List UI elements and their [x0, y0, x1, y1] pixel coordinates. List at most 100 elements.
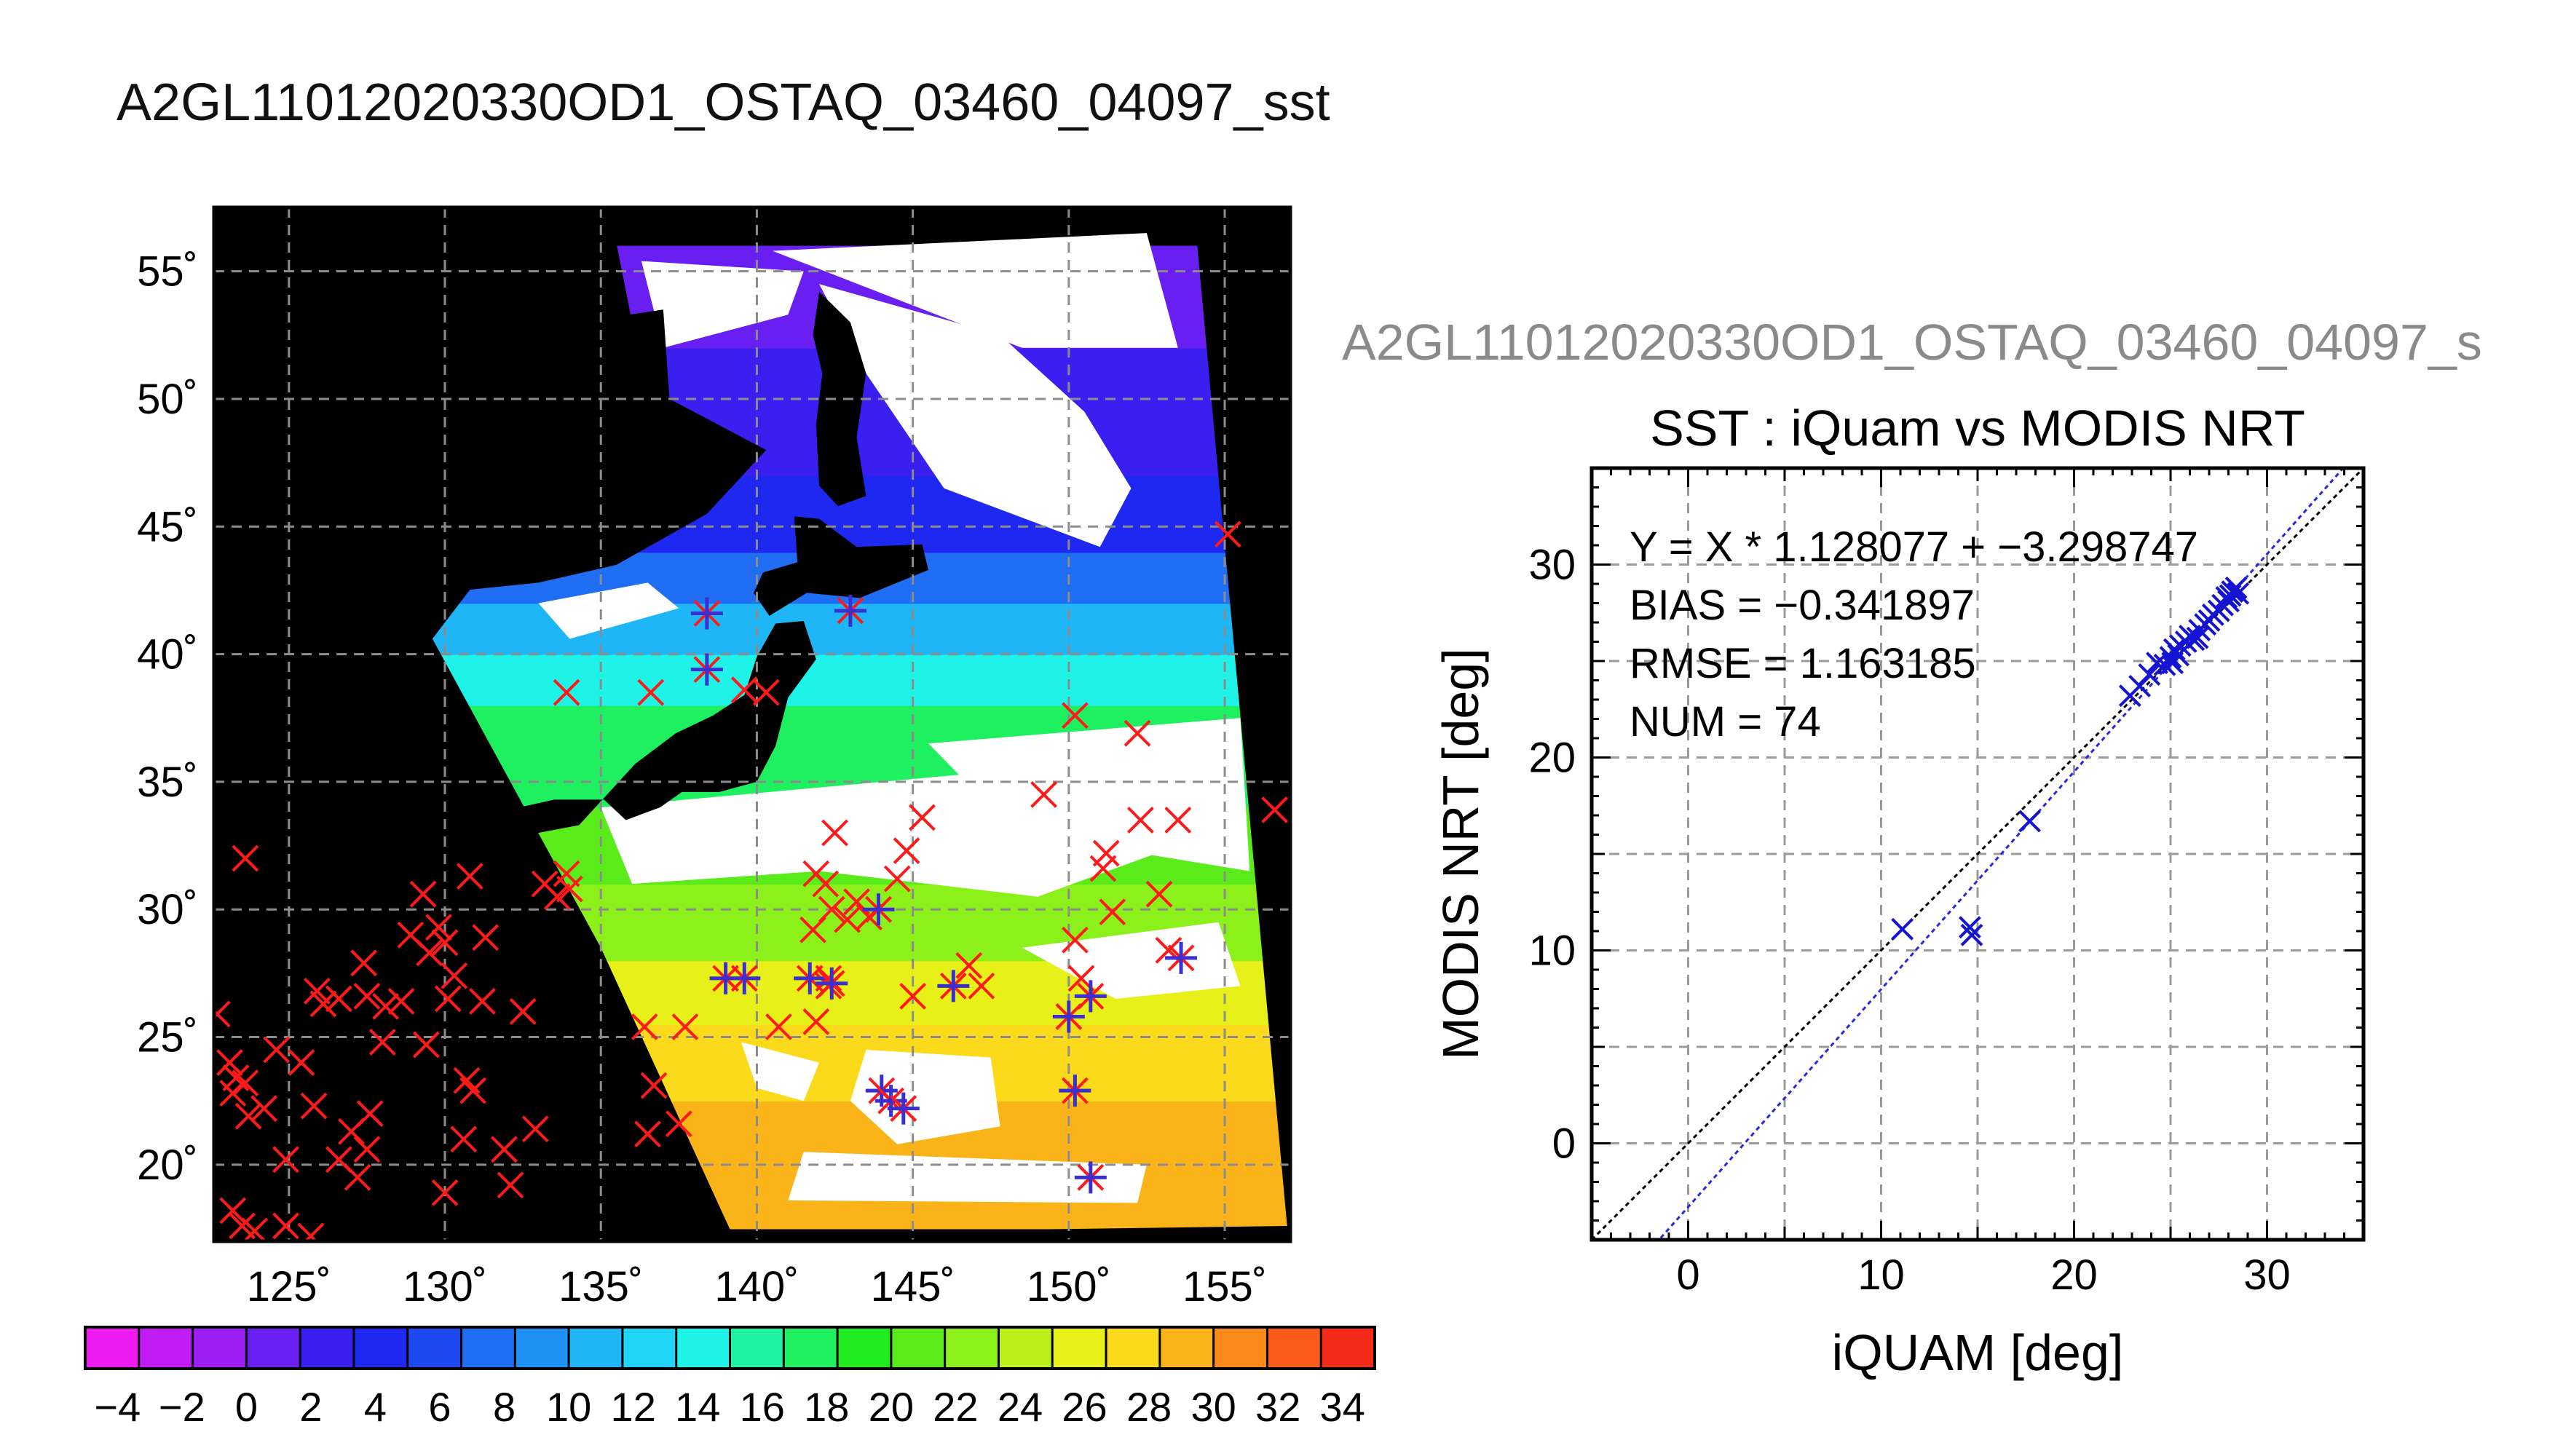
colorbar-tick-label: −4 [94, 1384, 141, 1430]
colorbar-tick-label: 24 [998, 1384, 1043, 1430]
red-match-marker [968, 972, 995, 1000]
colorbar-swatch [192, 1327, 247, 1369]
red-match-marker [1164, 807, 1192, 834]
map-lat-tick-label: 20˚ [137, 1142, 198, 1189]
red-match-marker [353, 982, 381, 1010]
red-match-marker [219, 1197, 247, 1224]
map-gridlines [214, 207, 1290, 1241]
blue-match-marker-plus [1052, 1000, 1085, 1033]
colorbar-swatch [85, 1327, 140, 1369]
red-match-marker [893, 837, 920, 864]
map-lon-tick-label: 135˚ [558, 1263, 643, 1310]
map-lon-tick-label: 145˚ [871, 1263, 955, 1310]
red-match-marker [459, 1077, 486, 1104]
map-latitude-labels: 20˚ 25˚ 30˚ 35˚ 40˚ 45˚ 50˚ 55˚ [137, 248, 198, 1189]
red-match-marker [556, 875, 583, 903]
red-match-marker [553, 678, 580, 706]
map-lon-tick-label: 125˚ [247, 1263, 331, 1310]
colorbar-swatch [569, 1327, 623, 1369]
scatter-y-tick-label: 0 [1552, 1120, 1576, 1168]
red-match-marker [350, 949, 378, 977]
scatter-points [1891, 576, 2250, 946]
scatter-y-tick-label: 10 [1528, 927, 1576, 975]
scatter-x-tick-label: 20 [2050, 1251, 2098, 1299]
red-match-marker [1030, 781, 1057, 808]
red-match-marker [431, 929, 459, 957]
colorbar-swatch [461, 1327, 516, 1369]
map-lat-tick-label: 50˚ [137, 376, 198, 423]
scatter-point [2217, 590, 2240, 613]
red-match-marker [300, 1092, 328, 1120]
map-lat-tick-label: 40˚ [137, 631, 198, 678]
red-match-marker [263, 1036, 291, 1064]
blue-match-marker-plus [1059, 1075, 1091, 1107]
sst-colorbar: −4 −2 0 2 4 6 8 10 12 14 16 18 20 22 24 26 28 30 32 34 [84, 1326, 1376, 1430]
blue-match-marker-plus [834, 594, 866, 627]
colorbar-tick-label: −2 [159, 1384, 205, 1430]
red-match-marker [250, 1095, 277, 1123]
sst-map: 125˚ 130˚ 135˚ 140˚ 145˚ 150˚ 155˚ 20˚ 25˚ 30˚ 35… [137, 205, 1292, 1310]
cloud-patch [772, 233, 1178, 348]
red-match-marker [634, 1120, 661, 1148]
colorbar-tick-label: 14 [675, 1384, 720, 1430]
red-match-marker [412, 1031, 440, 1059]
red-match-marker [1092, 839, 1120, 867]
colorbar-swatch [730, 1327, 784, 1369]
red-match-marker [288, 1049, 315, 1076]
scatter-x-axis-label: iQUAM [deg] [1832, 1324, 2124, 1381]
colorbar-swatch [622, 1327, 677, 1369]
colorbar-tick-label: 18 [804, 1384, 849, 1430]
scatter-y-tick-label: 30 [1528, 542, 1576, 589]
red-match-marker [272, 1146, 299, 1174]
red-match-marker [469, 988, 496, 1015]
colorbar-swatch [1052, 1327, 1107, 1369]
scatter-annotation-line: NUM = 74 [1630, 698, 1821, 745]
colorbar-swatch [300, 1327, 355, 1369]
land-mass [214, 309, 767, 807]
map-frame [212, 205, 1292, 1243]
blue-match-marker-plus [887, 1092, 920, 1125]
colorbar-swatch [246, 1327, 301, 1369]
blue-match-marker-plus [728, 962, 761, 994]
cloud-patch [850, 1050, 1000, 1144]
colorbar-tick-label: 10 [546, 1384, 591, 1430]
red-match-marker [297, 1222, 325, 1241]
blue-match-marker-plus [690, 597, 723, 630]
red-match-marker [353, 1136, 381, 1163]
colorbar-swatch [676, 1327, 730, 1369]
red-match-marker [241, 1217, 269, 1241]
red-match-marker [1124, 719, 1151, 747]
red-match-marker [955, 951, 983, 979]
colorbar-tick-label: 6 [428, 1384, 451, 1430]
red-match-marker [1061, 926, 1089, 954]
red-match-marker [431, 1179, 459, 1206]
scatter-y-tick-label: 20 [1528, 735, 1576, 782]
red-match-marker [309, 990, 337, 1018]
colorbar-swatch [1321, 1327, 1375, 1369]
red-match-marker [1145, 880, 1173, 908]
colorbar-tick-label: 26 [1062, 1384, 1107, 1430]
colorbar-swatch [138, 1327, 194, 1369]
map-lon-tick-label: 155˚ [1182, 1263, 1267, 1310]
swath-lower-edge [214, 1233, 1290, 1241]
colorbar-tick-label: 2 [299, 1384, 322, 1430]
scatter-annotations: Y = X * 1.128077 + −3.298747 BIAS = −0.34… [1630, 523, 2198, 745]
red-match-marker [631, 1013, 658, 1040]
land-mass [441, 621, 816, 885]
red-match-marker [472, 924, 499, 951]
colorbar-swatch [891, 1327, 946, 1369]
map-lat-tick-label: 55˚ [137, 248, 198, 296]
colorbar-swatch [1267, 1327, 1322, 1369]
map-lat-tick-label: 35˚ [137, 759, 198, 806]
colorbar-tick-label: 32 [1255, 1384, 1300, 1430]
red-match-marker [818, 895, 845, 923]
cloud-cover [538, 233, 1250, 1203]
blue-match-marker-plus [862, 893, 895, 926]
red-match-marker [1061, 702, 1089, 729]
map-lat-tick-label: 25˚ [137, 1014, 198, 1061]
red-match-marker [1214, 521, 1241, 548]
blue-match-marker-plus [794, 962, 826, 994]
red-match-marker [344, 1163, 371, 1191]
red-match-marker [812, 870, 840, 898]
